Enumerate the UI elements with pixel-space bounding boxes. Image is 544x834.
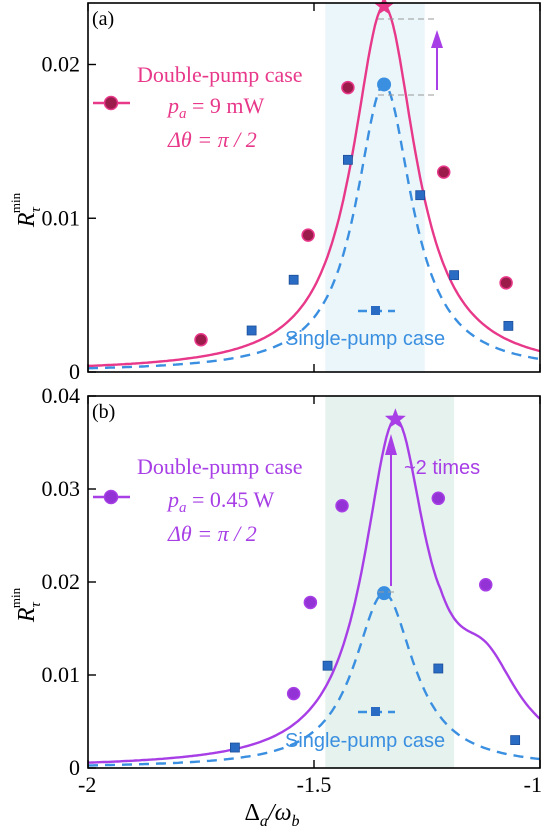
legend-double-label: Double-pump case (137, 62, 303, 87)
markers (194, 0, 514, 347)
double-pump-point (303, 595, 318, 610)
increase-arrow-head (385, 434, 397, 455)
y-tick-label: 0 (69, 755, 80, 780)
pa-value: = 9 mW (187, 93, 265, 118)
y-tick-label: 0.04 (42, 383, 81, 408)
y-label-sub: τ (28, 206, 44, 212)
x-tick-label: -2 (78, 772, 96, 797)
y-tick-label: 0.03 (42, 476, 81, 501)
y-label-main: Rτmin (8, 192, 44, 228)
y-tick-label: 0 (69, 359, 80, 384)
x-label-sub-a: a (260, 813, 268, 830)
pa-symbol: p (166, 93, 179, 118)
legend-dtheta: Δθ = π / 2 (167, 127, 257, 152)
pa-symbol: p (166, 487, 179, 512)
panel-a: 0 0.01 0.02 (a) Double-pump case pa = 9 mW… (42, 0, 541, 384)
y-tick-label: 0.02 (42, 52, 81, 77)
y-label-sup: min (8, 587, 23, 608)
y-tick-label: 0.02 (42, 569, 81, 594)
single-pump-point (415, 190, 426, 201)
x-axis-label: Δa/ωb (244, 800, 299, 830)
pa-value: = 0.45 W (187, 487, 275, 512)
peak-guides: ~2 times (378, 434, 480, 593)
double-pump-point (341, 80, 355, 95)
double-pump-point (436, 165, 451, 179)
legend-single-label: Single-pump case (285, 730, 445, 752)
peak-guides (378, 18, 443, 96)
panel-label: (a) (92, 8, 114, 30)
double-pump-point (431, 491, 446, 506)
single-pump-peak-dot (377, 77, 392, 92)
legend-double-label: Double-pump case (137, 454, 303, 479)
single-pump-peak-dot (377, 586, 392, 601)
single-pump-curve (87, 83, 541, 370)
markers (229, 408, 521, 753)
legend-marker-double (103, 95, 119, 111)
legend-pa: pa = 0.45 W (166, 487, 275, 516)
single-pump-point (288, 274, 299, 285)
legend: Double-pump case pa = 0.45 W Δθ = π / 2 … (93, 454, 445, 752)
double-pump-peak-star (384, 408, 406, 429)
double-pump-point (301, 228, 315, 242)
y-axis-label-a: Rτmin (8, 192, 44, 228)
single-pump-point (246, 325, 257, 336)
y-tick-label: 0.01 (42, 205, 81, 230)
x-label-delta: Δ (244, 800, 259, 826)
single-pump-point (510, 735, 521, 745)
single-pump-point (433, 663, 444, 674)
double-pump-curve (87, 4, 541, 368)
legend-marker-single (371, 707, 380, 716)
panel-b: 0 0.01 0.02 0.03 0.04 (b) Double-pump case p… (42, 383, 541, 780)
x-tick-label: -1.5 (297, 772, 332, 797)
single-pump-curve (88, 591, 541, 767)
shaded-region (325, 3, 425, 372)
single-pump-point (229, 742, 240, 753)
panel-label: (b) (92, 401, 115, 423)
double-pump-point (194, 332, 208, 347)
legend-marker-double (103, 489, 119, 505)
plot-frame (87, 2, 541, 373)
x-label-omega: /ω (266, 800, 292, 826)
x-tick-label: -1 (524, 772, 542, 797)
increase-arrow-head (431, 30, 443, 48)
pa-sub: a (179, 500, 187, 516)
legend-single-label: Single-pump case (285, 328, 445, 350)
curves (88, 418, 541, 767)
double-pump-point (286, 686, 301, 701)
single-pump-point (449, 270, 460, 281)
y-label-sup: min (8, 192, 23, 213)
legend-pa: pa = 9 mW (166, 93, 265, 122)
y-tick-label: 0.01 (42, 662, 81, 687)
single-pump-point (342, 154, 353, 165)
y-label-R: R (14, 607, 40, 623)
legend-dtheta: Δθ = π / 2 (167, 521, 257, 546)
double-pump-point (499, 276, 513, 290)
y-label-main: Rτmin (8, 587, 44, 623)
plot-frame (87, 395, 541, 769)
y-label-R: R (14, 212, 40, 228)
double-pump-curve (88, 418, 541, 764)
legend: Double-pump case pa = 9 mW Δθ = π / 2 Si… (93, 62, 445, 350)
fold-annotation: ~2 times (404, 457, 480, 479)
x-label-sub-b: b (292, 813, 300, 830)
single-pump-point (503, 320, 514, 331)
legend-marker-single (371, 306, 380, 315)
pa-sub: a (179, 106, 187, 122)
y-ticks: 0 0.01 0.02 0.03 0.04 (42, 383, 541, 780)
double-pump-point (479, 578, 493, 592)
double-pump-point (335, 498, 349, 513)
y-axis-label-b: Rτmin (8, 587, 44, 623)
y-ticks: 0 0.01 0.02 (42, 3, 541, 384)
x-ticks: -2 -1.5 -1 (78, 772, 542, 797)
y-label-sub: τ (28, 601, 44, 607)
curves (87, 4, 541, 370)
single-pump-point (322, 660, 333, 671)
